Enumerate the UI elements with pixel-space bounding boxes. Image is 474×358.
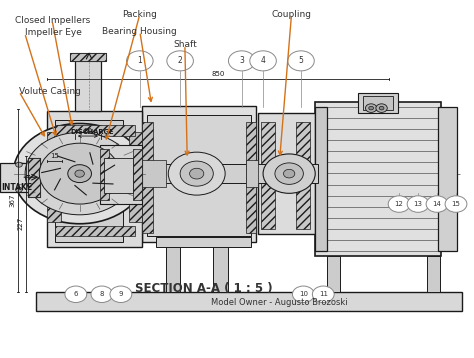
Circle shape	[376, 104, 387, 112]
Text: 15: 15	[452, 201, 460, 207]
Circle shape	[250, 51, 276, 71]
Text: 11: 11	[319, 291, 328, 297]
Circle shape	[68, 165, 91, 183]
Bar	[55, 125, 135, 136]
Text: 12: 12	[395, 201, 403, 207]
Circle shape	[16, 162, 22, 167]
Circle shape	[127, 51, 153, 71]
Bar	[28, 158, 40, 197]
Circle shape	[379, 106, 384, 110]
Text: 5: 5	[299, 56, 303, 66]
Text: 13: 13	[414, 201, 422, 207]
Bar	[156, 237, 251, 247]
Bar	[28, 158, 40, 197]
Circle shape	[445, 196, 467, 212]
Circle shape	[167, 51, 193, 71]
Circle shape	[39, 143, 120, 204]
Text: 367: 367	[9, 194, 15, 207]
Bar	[55, 226, 135, 236]
Text: 850: 850	[211, 71, 225, 77]
Bar	[147, 115, 251, 236]
Bar	[0, 163, 39, 192]
Bar	[129, 132, 142, 222]
Circle shape	[275, 163, 303, 184]
Text: 80: 80	[84, 128, 92, 134]
Bar	[438, 107, 457, 251]
Circle shape	[16, 187, 22, 192]
Bar	[142, 160, 166, 187]
Text: 227: 227	[17, 217, 23, 231]
Text: Closed Impellers: Closed Impellers	[15, 16, 90, 25]
Text: 14: 14	[433, 201, 441, 207]
Bar	[104, 158, 133, 193]
Circle shape	[426, 196, 448, 212]
Circle shape	[228, 51, 255, 71]
Circle shape	[288, 51, 314, 71]
Bar	[315, 107, 327, 251]
Bar	[47, 132, 61, 222]
Circle shape	[180, 161, 213, 186]
Bar	[327, 256, 340, 292]
Bar	[70, 53, 106, 61]
Circle shape	[407, 196, 429, 212]
Bar	[100, 149, 109, 200]
Text: Bearing Housing: Bearing Housing	[102, 27, 177, 36]
Text: 1: 1	[137, 56, 142, 66]
Text: 9: 9	[118, 291, 123, 297]
Bar	[102, 164, 318, 183]
Bar	[70, 53, 106, 61]
Bar	[142, 106, 256, 242]
Text: 15: 15	[50, 153, 59, 159]
Text: 4: 4	[261, 56, 265, 66]
Text: Impeller Eye: Impeller Eye	[25, 28, 82, 38]
Circle shape	[65, 286, 87, 303]
Bar	[427, 256, 440, 292]
Circle shape	[283, 169, 295, 178]
Text: 8: 8	[100, 291, 104, 297]
Bar	[100, 145, 142, 204]
Bar	[358, 93, 398, 113]
Bar	[315, 102, 441, 256]
Bar	[75, 55, 101, 111]
Bar	[133, 149, 142, 200]
Circle shape	[13, 124, 146, 224]
Text: SECTION A-A ( 1 : 5 ): SECTION A-A ( 1 : 5 )	[135, 282, 273, 295]
Circle shape	[91, 286, 113, 303]
Bar	[261, 122, 275, 229]
Bar	[213, 242, 228, 292]
Text: 3: 3	[239, 56, 244, 66]
Text: Shaft: Shaft	[173, 40, 197, 49]
Bar	[296, 122, 310, 229]
Text: 10: 10	[299, 291, 308, 297]
Circle shape	[388, 196, 410, 212]
Text: DISCHARGE: DISCHARGE	[70, 130, 114, 135]
Bar	[258, 113, 315, 234]
Bar	[246, 122, 256, 233]
Circle shape	[25, 132, 134, 215]
Bar	[55, 120, 123, 242]
Circle shape	[365, 104, 377, 112]
Text: Volute Casing: Volute Casing	[19, 87, 81, 96]
Circle shape	[190, 168, 204, 179]
Text: 2: 2	[178, 56, 182, 66]
Text: Packing: Packing	[122, 10, 157, 19]
Circle shape	[369, 106, 374, 110]
Circle shape	[168, 152, 225, 195]
Bar	[142, 122, 153, 233]
Bar	[166, 242, 180, 292]
Text: INTAKE: INTAKE	[1, 183, 33, 192]
Circle shape	[75, 170, 84, 177]
Bar	[246, 160, 258, 187]
Bar	[36, 292, 462, 311]
Circle shape	[263, 154, 315, 193]
Circle shape	[312, 286, 334, 303]
Bar	[363, 96, 393, 110]
Text: Model Owner - Augusto Brozoski: Model Owner - Augusto Brozoski	[211, 298, 348, 307]
Circle shape	[110, 286, 132, 303]
Circle shape	[292, 286, 314, 303]
Text: Coupling: Coupling	[272, 10, 311, 19]
Text: 6: 6	[73, 291, 78, 297]
Bar	[47, 111, 142, 247]
